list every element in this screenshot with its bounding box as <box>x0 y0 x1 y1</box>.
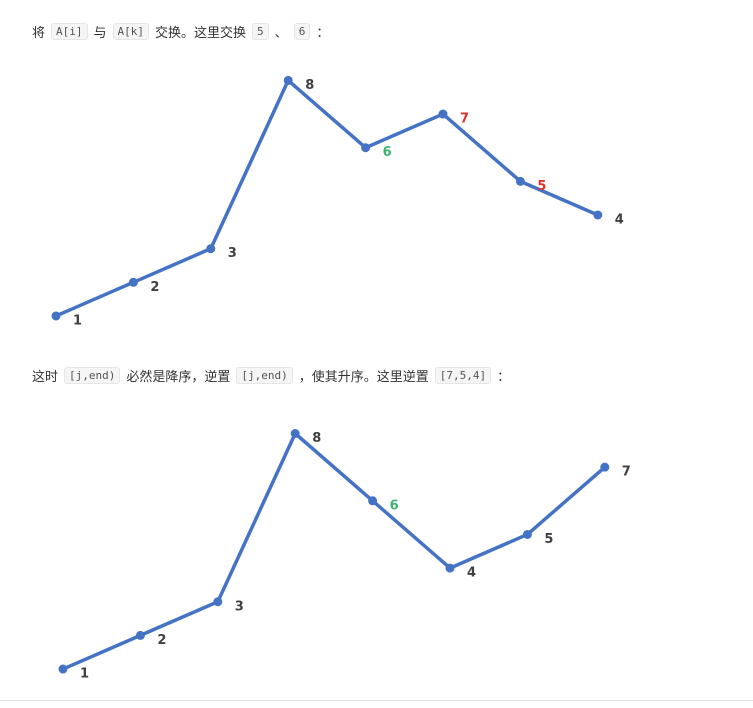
paragraph: 将 A[i] 与 A[k] 交换。这里交换 5 、 6 ： <box>32 22 329 41</box>
point-label: 6 <box>390 498 399 513</box>
point-label: 7 <box>622 465 631 480</box>
line <box>62 431 606 671</box>
point <box>51 311 61 321</box>
point <box>515 176 525 186</box>
point <box>361 143 371 153</box>
inline-code: [j,end) <box>236 367 293 384</box>
text: ： <box>497 370 511 385</box>
point-label: 8 <box>305 78 314 93</box>
point <box>283 75 293 85</box>
line-diagram: 1 2 3 8 6 4 5 7 <box>58 429 631 682</box>
point-label: 5 <box>537 179 546 194</box>
text: 、 <box>274 26 288 41</box>
inline-code: 6 <box>293 23 311 40</box>
inline-code: A[i] <box>51 23 88 40</box>
point <box>438 109 448 119</box>
text: 将 <box>32 26 46 41</box>
line-diagram: 1 2 3 8 6 7 5 4 <box>51 75 624 328</box>
point-label: 2 <box>157 633 166 648</box>
point <box>128 277 138 287</box>
text: ，使其升序。这里逆置 <box>298 370 429 385</box>
text: 交换。这里交换 <box>155 26 247 41</box>
point-label: 6 <box>383 145 392 160</box>
divider <box>0 700 753 701</box>
paragraph: 这时 [j,end) 必然是降序，逆置 [j,end) ，使其升序。这里逆置 [7,5,4… <box>32 366 510 385</box>
inline-code: A[k] <box>112 23 150 40</box>
inline-code: [j,end) <box>64 367 121 384</box>
point <box>368 496 378 506</box>
point <box>445 563 455 573</box>
inline-code: 5 <box>252 23 269 40</box>
point <box>58 664 68 674</box>
point-label: 3 <box>235 599 244 614</box>
point <box>290 429 300 438</box>
inline-code: [7,5,4] <box>434 367 492 384</box>
point-label: 8 <box>312 431 321 446</box>
point <box>522 529 532 539</box>
point-label: 4 <box>615 213 624 228</box>
point-label: 2 <box>150 280 159 295</box>
point <box>600 462 610 472</box>
point <box>593 210 603 220</box>
point-label: 5 <box>544 532 553 547</box>
point-label: 1 <box>73 313 82 328</box>
text: ： <box>316 26 330 41</box>
point-label: 4 <box>467 566 476 581</box>
point <box>135 630 145 640</box>
point-label: 3 <box>228 246 237 261</box>
point <box>213 597 223 607</box>
text: 必然是降序，逆置 <box>126 370 231 385</box>
point-label: 7 <box>460 112 469 127</box>
line <box>55 78 599 318</box>
text: 这时 <box>32 370 59 385</box>
point <box>206 244 216 254</box>
point-label: 1 <box>80 667 89 682</box>
text: 与 <box>93 26 107 41</box>
